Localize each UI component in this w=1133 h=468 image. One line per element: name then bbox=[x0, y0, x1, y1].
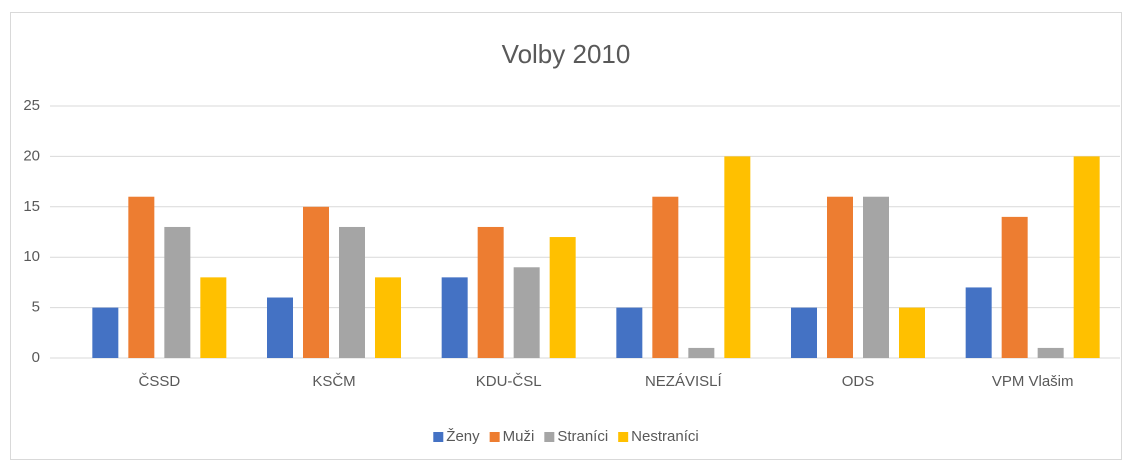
x-tick-label: ODS bbox=[842, 373, 875, 390]
bar bbox=[827, 196, 853, 358]
legend-swatch bbox=[433, 432, 444, 442]
bar bbox=[616, 307, 643, 358]
bar bbox=[965, 287, 992, 358]
x-tick-label: KDU-ČSL bbox=[476, 373, 542, 390]
x-tick-label: NEZÁVISLÍ bbox=[645, 373, 723, 390]
x-tick-label: KSČM bbox=[312, 373, 355, 390]
legend-swatch bbox=[544, 432, 555, 442]
bar bbox=[863, 196, 889, 358]
bar bbox=[303, 206, 329, 358]
x-tick-label: VPM Vlašim bbox=[992, 373, 1074, 390]
bar bbox=[1001, 216, 1028, 358]
bar bbox=[1037, 347, 1064, 358]
y-tick-label: 0 bbox=[32, 349, 40, 366]
bar bbox=[375, 277, 401, 358]
bar bbox=[339, 226, 365, 358]
chart-title: Volby 2010 bbox=[502, 39, 631, 69]
y-tick-label: 10 bbox=[23, 248, 40, 265]
bar bbox=[477, 226, 504, 358]
bar bbox=[441, 277, 468, 358]
legend: Ženy Muži Straníci Nestraníci bbox=[433, 428, 699, 445]
bar bbox=[128, 196, 155, 358]
bar bbox=[1073, 156, 1100, 358]
bar bbox=[164, 226, 191, 358]
chart-border bbox=[10, 12, 1122, 460]
legend-swatch bbox=[618, 432, 629, 442]
legend-label: Ženy bbox=[446, 428, 480, 445]
bar bbox=[267, 297, 293, 358]
legend-label: Muži bbox=[503, 428, 535, 445]
bar bbox=[513, 267, 540, 358]
bar bbox=[791, 307, 817, 358]
bar bbox=[200, 277, 227, 358]
legend-label: Straníci bbox=[557, 428, 608, 445]
bar bbox=[92, 307, 119, 358]
y-tick-label: 20 bbox=[23, 147, 40, 164]
y-tick-label: 5 bbox=[32, 299, 40, 316]
legend-swatch bbox=[489, 432, 500, 442]
bar bbox=[724, 156, 751, 358]
bar bbox=[688, 347, 715, 358]
y-tick-label: 25 bbox=[23, 97, 40, 114]
bar bbox=[549, 237, 576, 358]
legend-label: Nestraníci bbox=[631, 428, 699, 445]
y-tick-label: 15 bbox=[23, 198, 40, 215]
x-tick-label: ČSSD bbox=[138, 373, 180, 390]
bar bbox=[899, 307, 925, 358]
bar bbox=[652, 196, 679, 358]
